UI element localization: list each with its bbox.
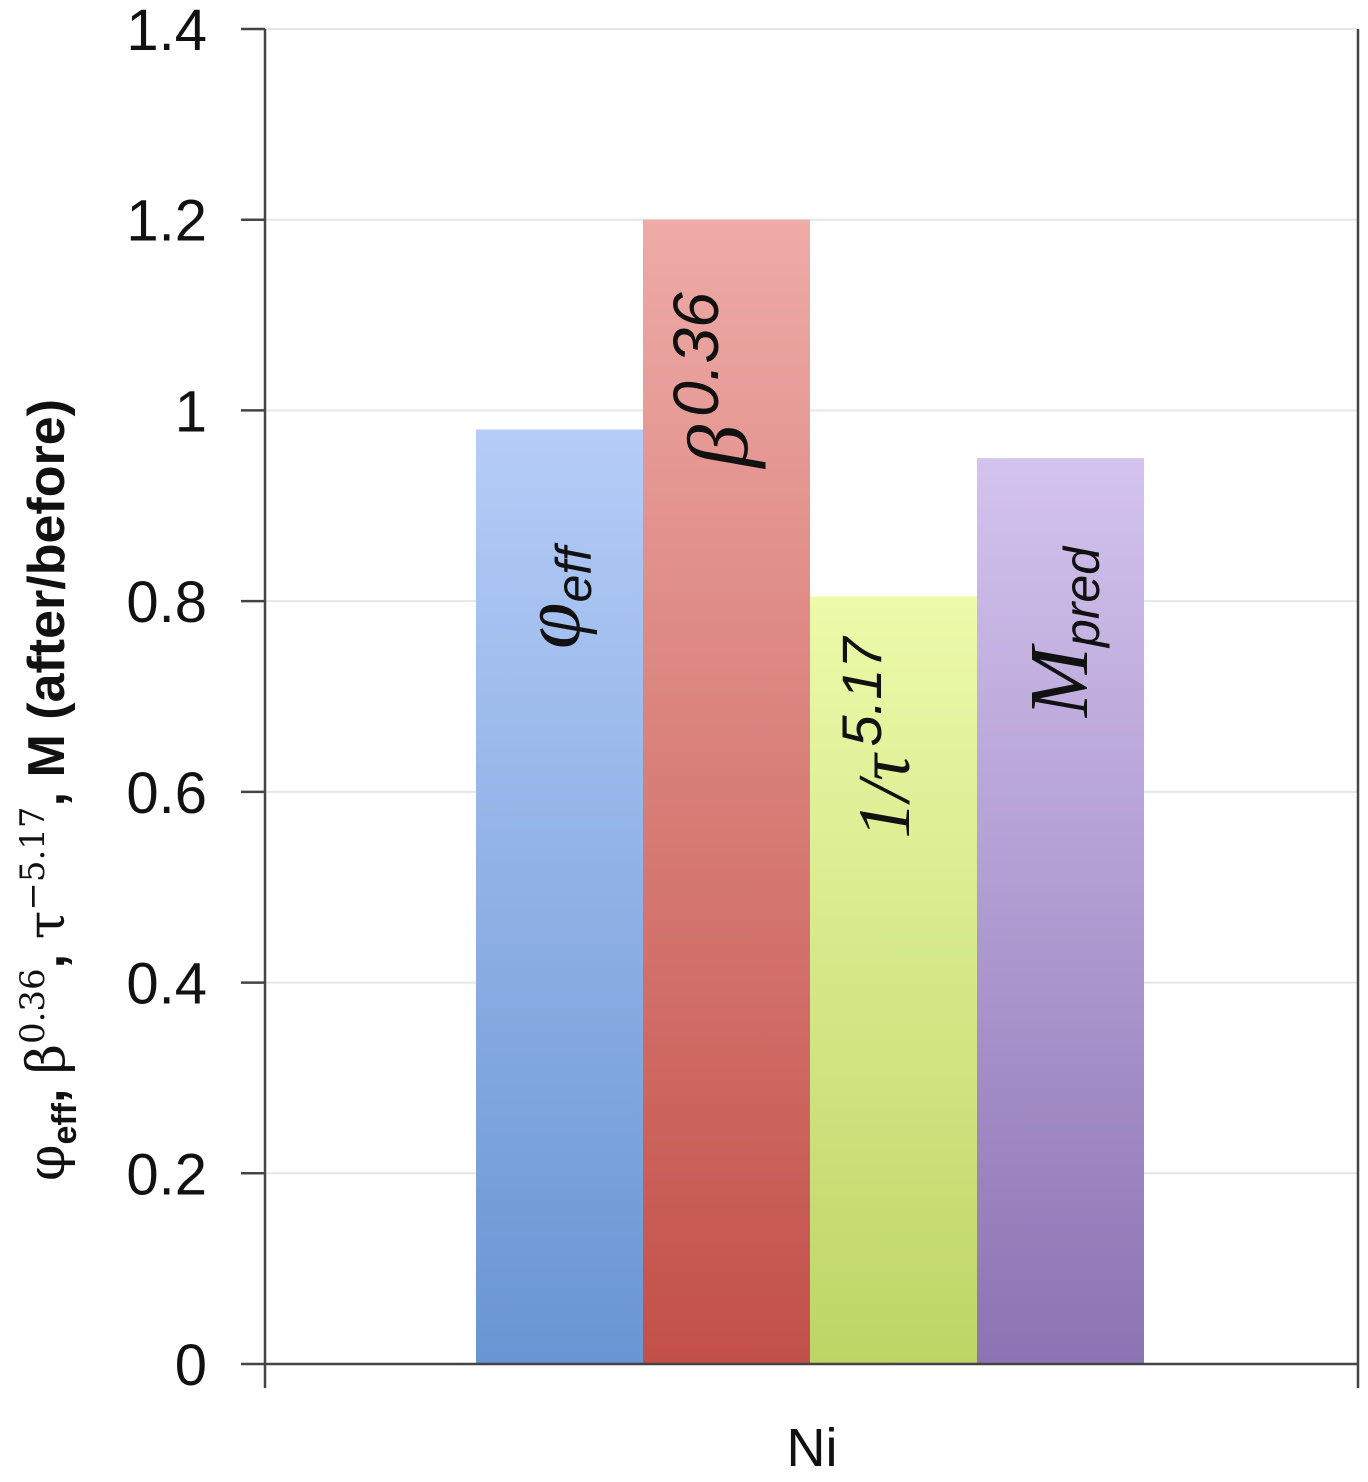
ylabel-tau-sup: −5.17 <box>13 806 53 910</box>
bar-labels: φeff β0.36 1/τ5.17 Mpred <box>505 292 1110 839</box>
svg-text:1/τ5.17: 1/τ5.17 <box>830 636 926 839</box>
y-tick-label: 0 <box>175 1333 207 1398</box>
bar-beta <box>643 219 810 1365</box>
ylabel-tau: τ <box>17 911 77 940</box>
svg-text:φeff, β0.36, τ−5.17, M (after/: φeff, β0.36, τ−5.17, M (after/before) <box>13 399 84 1181</box>
svg-text:Mpred: Mpred <box>1013 545 1110 718</box>
y-tick-label: 1.4 <box>126 0 207 63</box>
bar-m-pred <box>977 458 1144 1364</box>
ylabel-phi-sub: eff <box>46 1102 84 1144</box>
y-tick-label: 0.8 <box>126 570 207 635</box>
y-tick-label: 0.2 <box>126 1142 207 1207</box>
y-tick-labels: 0 0.2 0.4 0.6 0.8 1 1.2 1.4 <box>126 0 207 1398</box>
bar-label-phi-eff: φeff <box>505 542 602 649</box>
y-tick-label: 0.4 <box>126 952 207 1017</box>
svg-text:β0.36: β0.36 <box>660 292 766 470</box>
x-category-label: Ni <box>787 1418 838 1478</box>
y-tick-label: 1.2 <box>126 189 207 254</box>
y-tick-label: 0.6 <box>126 761 207 826</box>
ylabel-rest: M (after/before) <box>18 399 76 777</box>
bar-label-m-pred: Mpred <box>1013 545 1110 718</box>
ylabel-phi: φ <box>17 1145 77 1181</box>
y-axis-label: φeff, β0.36, τ−5.17, M (after/before) <box>13 399 84 1181</box>
ylabel-beta-sup: 0.36 <box>13 968 53 1044</box>
bar-label-tau: 1/τ5.17 <box>830 636 926 839</box>
axes <box>241 27 1360 1388</box>
bar-phi-eff <box>476 429 643 1364</box>
bar-tau <box>810 596 977 1364</box>
bars <box>476 219 1144 1365</box>
ylabel-beta: β <box>17 1044 77 1074</box>
y-tick-label: 1 <box>175 379 207 444</box>
svg-text:φeff: φeff <box>505 542 602 649</box>
bar-label-beta: β0.36 <box>660 292 766 470</box>
